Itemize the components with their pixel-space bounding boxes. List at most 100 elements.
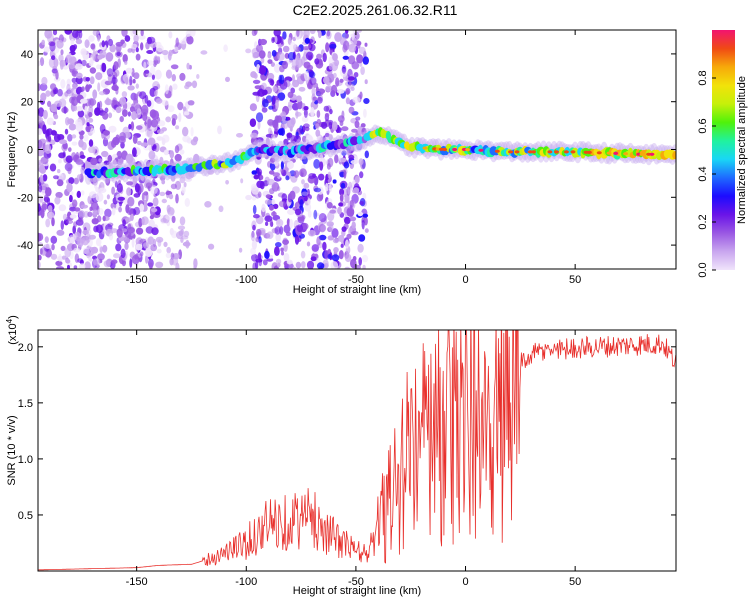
- noise-cell: [43, 196, 51, 203]
- noise-cell: [282, 120, 289, 129]
- noise-cell: [316, 110, 321, 118]
- noise-cell: [311, 86, 316, 97]
- noise-cell: [279, 74, 285, 85]
- noise-cell: [168, 31, 173, 39]
- noise-cell: [97, 34, 101, 42]
- noise-cell: [102, 215, 106, 222]
- noise-cell: [257, 191, 262, 198]
- noise-cell: [45, 187, 52, 197]
- noise-cell: [353, 72, 359, 78]
- noise-cell: [72, 225, 76, 234]
- noise-cell: [364, 79, 368, 85]
- noise-cell: [269, 204, 274, 211]
- noise-cell: [196, 74, 200, 79]
- noise-cell: [51, 217, 55, 227]
- noise-cell: [90, 246, 99, 254]
- noise-cell: [101, 40, 106, 48]
- noise-cell: [289, 218, 293, 229]
- noise-cell: [356, 42, 361, 49]
- noise-cell: [139, 91, 147, 100]
- noise-cell: [354, 175, 360, 184]
- noise-cell: [97, 208, 104, 215]
- noise-cell: [75, 121, 83, 132]
- noise-cell: [175, 37, 179, 47]
- noise-cell: [38, 260, 41, 269]
- noise-cell: [163, 149, 169, 156]
- noise-cell: [208, 243, 215, 250]
- noise-cell: [63, 105, 67, 115]
- noise-cell: [301, 191, 309, 196]
- noise-cell: [328, 182, 332, 193]
- noise-cell: [134, 183, 140, 193]
- noise-cell: [170, 183, 177, 190]
- noise-cell: [312, 82, 319, 88]
- noise-cell: [298, 86, 306, 92]
- noise-cell: [358, 257, 363, 266]
- noise-cell: [266, 178, 275, 186]
- noise-cell: [129, 213, 134, 221]
- noise-cell: [93, 258, 101, 266]
- noise-cell: [101, 150, 109, 158]
- noise-cell: [329, 43, 337, 49]
- noise-cell: [49, 41, 56, 52]
- noise-cell: [346, 186, 351, 196]
- noise-cell: [322, 241, 327, 251]
- noise-cell: [339, 78, 344, 83]
- noise-cell: [133, 93, 139, 101]
- noise-cell: [282, 239, 289, 245]
- noise-cell: [350, 160, 358, 165]
- noise-cell: [38, 107, 45, 118]
- noise-cell: [155, 261, 164, 268]
- noise-cell: [339, 120, 344, 127]
- noise-cell: [286, 218, 290, 227]
- noise-cell: [180, 39, 187, 45]
- noise-cell: [249, 103, 257, 112]
- noise-cell: [179, 176, 186, 184]
- noise-cell: [116, 183, 123, 193]
- noise-cell: [218, 205, 224, 213]
- noise-cell: [65, 116, 70, 126]
- noise-cell: [99, 246, 103, 254]
- noise-cell: [295, 109, 299, 119]
- noise-cell: [255, 236, 260, 243]
- noise-cell: [124, 242, 129, 250]
- noise-cell: [54, 196, 61, 205]
- noise-cell: [52, 30, 58, 36]
- noise-cell: [172, 83, 178, 90]
- noise-cell: [352, 96, 361, 104]
- noise-cell: [346, 233, 352, 239]
- noise-cell: [121, 30, 128, 37]
- noise-cell: [295, 57, 303, 68]
- noise-cell: [225, 76, 230, 82]
- noise-cell: [95, 72, 103, 81]
- noise-cell: [266, 231, 274, 239]
- noise-cell: [190, 127, 194, 137]
- noise-cell: [316, 96, 323, 104]
- noise-cell: [338, 202, 344, 207]
- noise-cell: [340, 182, 346, 189]
- noise-cell: [283, 224, 291, 234]
- noise-cell: [143, 61, 147, 70]
- noise-cell: [353, 187, 360, 194]
- noise-cell: [343, 161, 350, 169]
- noise-cell: [81, 86, 85, 92]
- noise-cell: [86, 122, 90, 127]
- noise-cell: [265, 221, 269, 226]
- noise-cell: [273, 122, 279, 132]
- noise-cell: [57, 169, 61, 174]
- noise-cell: [105, 97, 110, 105]
- noise-cell: [88, 111, 93, 118]
- noise-cell: [121, 91, 128, 98]
- noise-cell: [261, 82, 267, 91]
- noise-cell: [119, 132, 126, 141]
- x-axis-label: Height of straight line (km): [293, 585, 421, 597]
- noise-cell: [141, 104, 149, 115]
- noise-cell: [46, 117, 54, 126]
- noise-cell: [89, 98, 97, 106]
- noise-cell: [163, 241, 168, 248]
- noise-cell: [165, 214, 173, 220]
- noise-cell: [170, 64, 179, 70]
- noise-cell: [312, 96, 318, 101]
- noise-cell: [144, 69, 150, 74]
